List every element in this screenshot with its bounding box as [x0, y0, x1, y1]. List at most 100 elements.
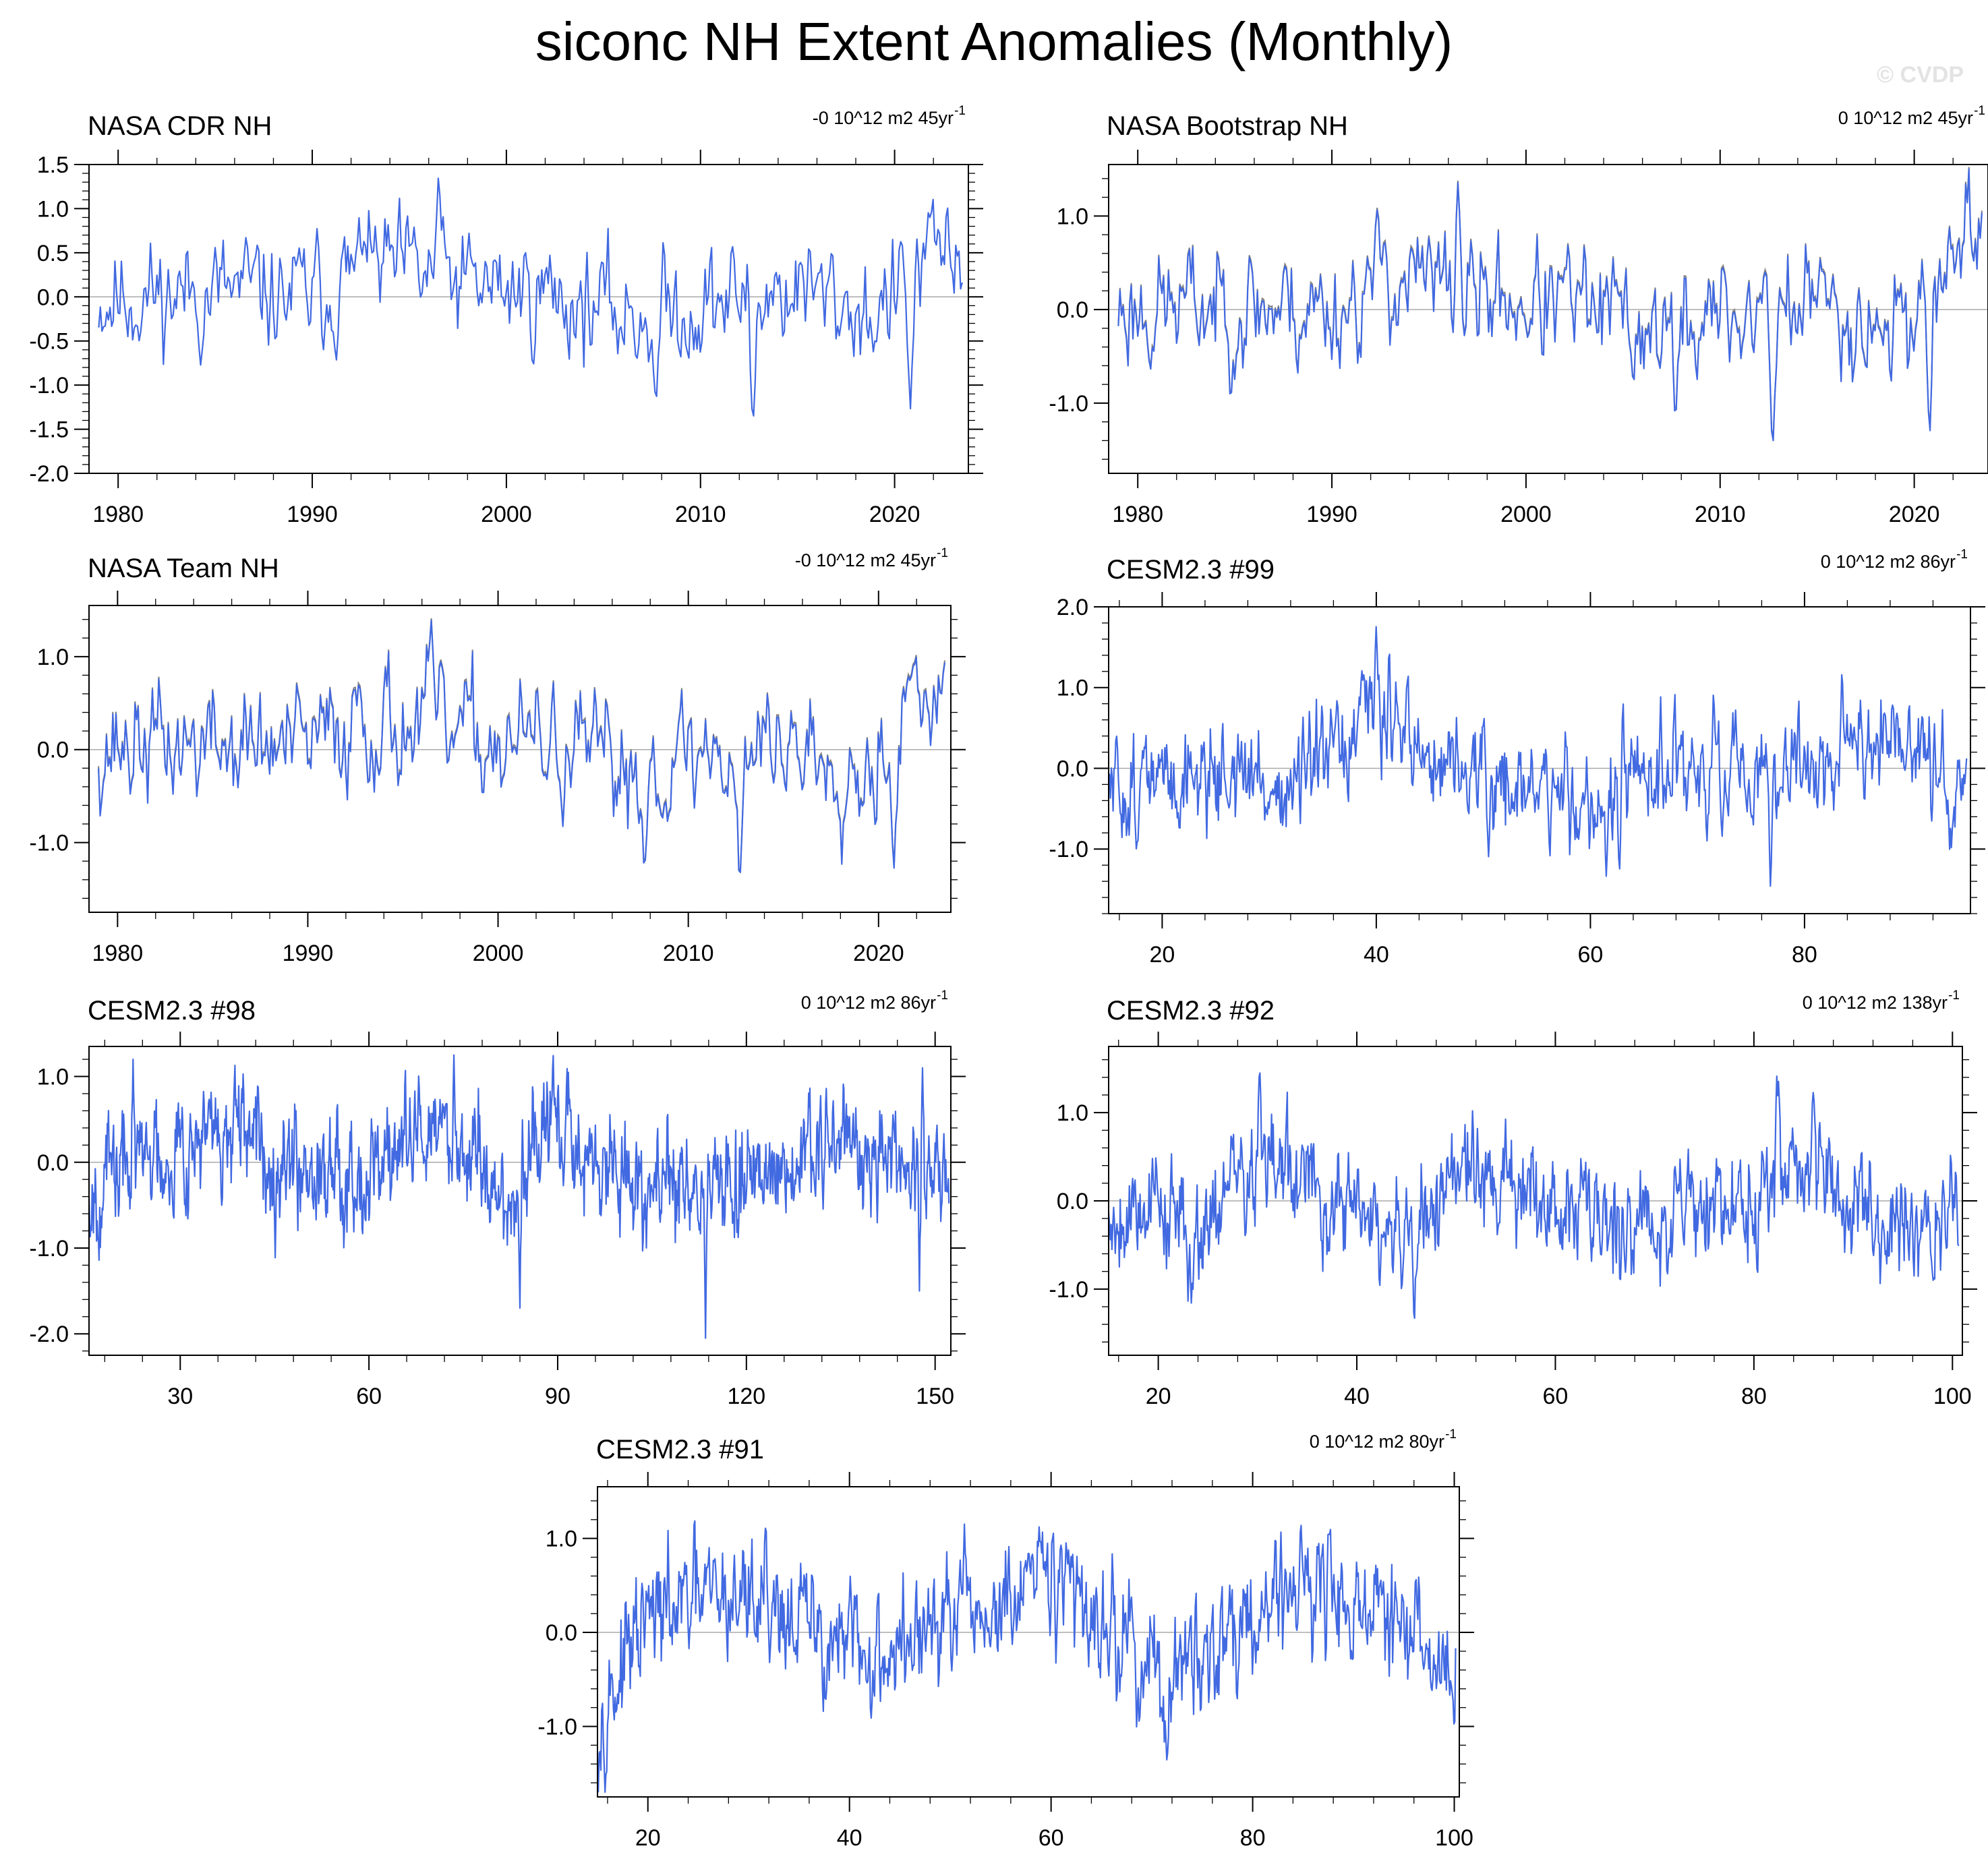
y-tick-label: 1.0 [37, 1065, 69, 1090]
y-tick-label: 0.0 [1057, 297, 1088, 323]
x-tick-label: 1980 [92, 502, 144, 527]
x-tick-label: 40 [837, 1825, 863, 1851]
x-tick-label: 60 [1543, 1384, 1569, 1409]
x-tick-label: 60 [1039, 1825, 1064, 1851]
y-tick-label: 0.0 [37, 1150, 69, 1176]
trend-exponent: -1 [1974, 104, 1985, 118]
panel-title: NASA Team NH [88, 554, 279, 583]
series-line [1107, 1072, 1960, 1320]
y-tick-label: -1.0 [29, 831, 69, 856]
main-title: siconc NH Extent Anomalies (Monthly) [535, 11, 1453, 71]
trend-label: 0 10^12 m2 138yr [1803, 993, 1948, 1013]
y-tick-label: -1.0 [29, 373, 69, 398]
y-tick-label: 2.0 [1057, 595, 1088, 620]
y-tick-label: -1.0 [1049, 391, 1088, 417]
y-tick-label: 0.5 [37, 241, 69, 266]
x-tick-label: 2020 [853, 941, 904, 966]
y-tick-label: 0.0 [37, 285, 69, 310]
x-tick-label: 1990 [287, 502, 338, 527]
trend-label: -0 10^12 m2 45yr [795, 550, 936, 570]
x-tick-label: 40 [1344, 1384, 1370, 1409]
x-tick-label: 80 [1240, 1825, 1266, 1851]
panel-cesm-92: CESM2.3 #92 0 10^12 m2 138yr -1 -1.0 0.0 1.0 2… [1049, 988, 1977, 1409]
y-tick-label: 1.0 [37, 196, 69, 222]
plot-frame [88, 605, 952, 913]
y-tick-label: -1.0 [1049, 837, 1088, 862]
panel-nasa-cdr: NASA CDR NH -0 10^12 m2 45yr -1 -2.0 -1.5 -1.… [29, 104, 983, 527]
series-line [1117, 168, 1983, 442]
y-tick-label: -1.0 [1049, 1277, 1088, 1303]
x-tick-label: 2010 [675, 502, 726, 527]
x-tick-label: 2000 [481, 502, 532, 527]
panel-title: NASA CDR NH [88, 111, 272, 141]
series-line [88, 1054, 950, 1339]
plot-frame [88, 164, 969, 474]
trend-label: 0 10^12 m2 86yr [801, 993, 936, 1013]
x-tick-label: 100 [1435, 1825, 1473, 1851]
panel-nasa-team: NASA Team NH -0 10^12 m2 45yr -1 -1.0 0.0 1.0… [29, 546, 966, 966]
x-tick-label: 1980 [92, 941, 143, 966]
plot-frame [1108, 606, 1971, 914]
y-tick-label: -0.5 [29, 329, 69, 355]
x-tick-label: 2020 [1889, 502, 1940, 527]
trend-exponent: -1 [937, 988, 948, 1003]
series-line [596, 1520, 1457, 1794]
trend-exponent: -1 [954, 104, 966, 118]
series-line [1108, 626, 1968, 887]
x-tick-label: 90 [545, 1384, 571, 1409]
y-tick-label: -1.0 [29, 1236, 69, 1262]
panel-cesm-99: CESM2.3 #99 0 10^12 m2 86yr -1 -1.0 0.0 1.0 2.… [1049, 547, 1985, 968]
x-tick-label: 2000 [473, 941, 524, 966]
y-tick-label: 0.0 [37, 738, 69, 763]
y-tick-label: -2.0 [29, 461, 69, 487]
panel-title: CESM2.3 #98 [88, 996, 256, 1026]
trend-label: 0 10^12 m2 45yr [1838, 108, 1973, 128]
x-tick-label: 80 [1792, 942, 1817, 968]
plot-frame [597, 1486, 1460, 1798]
x-tick-label: 20 [635, 1825, 661, 1851]
panel-title: CESM2.3 #91 [596, 1435, 764, 1464]
trend-label: 0 10^12 m2 86yr [1821, 552, 1956, 572]
x-tick-label: 1990 [1306, 502, 1357, 527]
panel-nasa-bootstrap: NASA Bootstrap NH 0 10^12 m2 45yr -1 -1.0 0.… [1049, 104, 1988, 527]
y-tick-label: 1.0 [546, 1527, 577, 1552]
x-tick-label: 40 [1364, 942, 1389, 968]
x-tick-label: 120 [727, 1384, 765, 1409]
y-tick-label: 0.0 [546, 1620, 577, 1646]
y-tick-label: 1.5 [37, 152, 69, 178]
x-tick-label: 2020 [869, 502, 920, 527]
x-tick-label: 1990 [283, 941, 334, 966]
trend-label: -0 10^12 m2 45yr [813, 108, 954, 128]
y-tick-label: -1.0 [537, 1714, 577, 1740]
y-tick-label: -2.0 [29, 1322, 69, 1347]
x-tick-label: 100 [1933, 1384, 1972, 1409]
panel-title: CESM2.3 #92 [1107, 996, 1275, 1026]
trend-exponent: -1 [1948, 988, 1960, 1003]
y-tick-label: 1.0 [1057, 1100, 1088, 1126]
y-tick-label: 0.0 [1057, 1189, 1088, 1214]
y-tick-label: 1.0 [37, 645, 69, 670]
y-tick-label: -1.5 [29, 417, 69, 443]
panel-title: CESM2.3 #99 [1107, 555, 1275, 585]
x-tick-label: 2000 [1500, 502, 1552, 527]
y-tick-label: 0.0 [1057, 756, 1088, 781]
panel-cesm-98: CESM2.3 #98 0 10^12 m2 86yr -1 -2.0 -1.0 0.0 1… [29, 988, 966, 1409]
x-tick-label: 2010 [1695, 502, 1746, 527]
y-tick-label: 1.0 [1057, 676, 1088, 701]
trend-exponent: -1 [1445, 1427, 1457, 1442]
x-tick-label: 20 [1146, 1384, 1171, 1409]
x-tick-label: 30 [167, 1384, 193, 1409]
series-line [98, 177, 963, 417]
x-tick-label: 2010 [663, 941, 714, 966]
x-tick-label: 1980 [1112, 502, 1163, 527]
x-tick-label: 80 [1741, 1384, 1767, 1409]
trend-exponent: -1 [1956, 547, 1968, 562]
x-tick-label: 60 [1577, 942, 1603, 968]
x-tick-label: 150 [916, 1384, 954, 1409]
x-tick-label: 60 [356, 1384, 382, 1409]
trend-label: 0 10^12 m2 80yr [1310, 1431, 1444, 1452]
y-tick-label: 1.0 [1057, 204, 1088, 229]
cvdp-watermark: © CVDP [1877, 62, 1964, 88]
panel-title: NASA Bootstrap NH [1107, 111, 1348, 141]
